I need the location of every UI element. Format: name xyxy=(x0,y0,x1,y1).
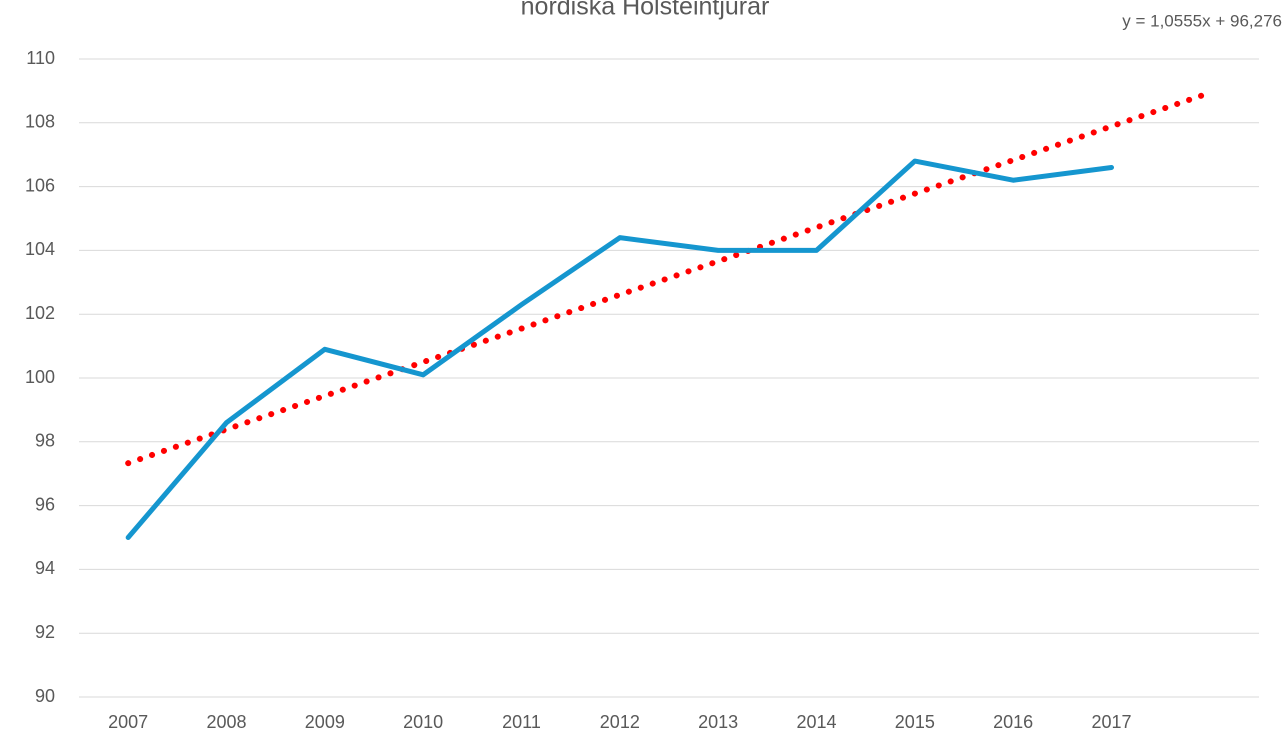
y-tick-label: 94 xyxy=(35,558,55,578)
x-tick-label: 2007 xyxy=(108,712,148,732)
y-tick-label: 92 xyxy=(35,622,55,642)
x-tick-label: 2016 xyxy=(993,712,1033,732)
x-tick-label: 2011 xyxy=(502,712,541,732)
trend-equation: y = 1,0555x + 96,276 xyxy=(1122,11,1282,30)
y-tick-label: 90 xyxy=(35,686,55,706)
x-tick-label: 2008 xyxy=(206,712,246,732)
y-tick-label: 100 xyxy=(25,367,55,387)
y-tick-label: 96 xyxy=(35,494,55,514)
chart-title: nordiska Holsteintjurar xyxy=(521,0,770,21)
x-tick-label: 2014 xyxy=(796,712,836,732)
x-tick-label: 2012 xyxy=(600,712,640,732)
x-tick-label: 2017 xyxy=(1091,712,1131,732)
y-tick-label: 98 xyxy=(35,431,55,451)
x-tick-label: 2010 xyxy=(403,712,443,732)
x-tick-label: 2015 xyxy=(895,712,935,732)
y-tick-label: 104 xyxy=(25,239,55,259)
y-tick-label: 108 xyxy=(25,112,55,132)
y-tick-label: 106 xyxy=(25,175,55,195)
data-line xyxy=(125,158,1114,540)
trend-line xyxy=(125,89,1213,467)
y-tick-label: 102 xyxy=(25,303,55,323)
x-tick-label: 2013 xyxy=(698,712,738,732)
x-tick-label: 2009 xyxy=(305,712,345,732)
y-tick-label: 110 xyxy=(26,48,55,68)
